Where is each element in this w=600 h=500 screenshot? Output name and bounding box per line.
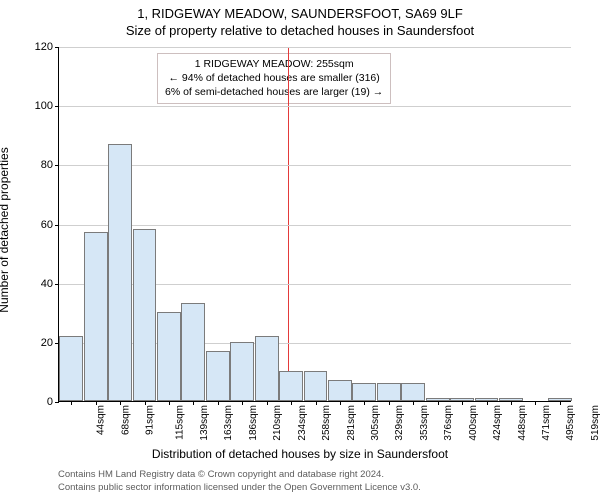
y-tick-label: 80 — [41, 159, 53, 171]
histogram-bar — [206, 351, 230, 401]
histogram-bar — [84, 232, 108, 401]
histogram-bar — [279, 371, 303, 401]
x-tick-mark — [535, 401, 536, 405]
y-tick-label: 0 — [47, 396, 53, 408]
gridline — [59, 106, 571, 107]
x-tick-mark — [316, 401, 317, 405]
x-tick-mark — [438, 401, 439, 405]
footer-attribution: Contains HM Land Registry data © Crown c… — [58, 469, 421, 494]
gridline — [59, 165, 571, 166]
x-tick-label: 424sqm — [492, 405, 503, 441]
y-tick-mark — [55, 402, 59, 403]
histogram-bar — [230, 342, 254, 401]
chart-title: Size of property relative to detached ho… — [0, 23, 600, 38]
y-tick-label: 20 — [41, 337, 53, 349]
x-tick-label: 139sqm — [199, 405, 210, 441]
x-tick-mark — [193, 401, 194, 405]
histogram-bar — [401, 383, 425, 401]
x-tick-label: 115sqm — [174, 405, 185, 440]
x-tick-mark — [487, 401, 488, 405]
x-tick-label: 471sqm — [541, 405, 552, 441]
chart-suptitle: 1, RIDGEWAY MEADOW, SAUNDERSFOOT, SA69 9… — [0, 6, 600, 21]
x-tick-label: 91sqm — [145, 405, 156, 435]
histogram-bar — [328, 380, 352, 401]
x-tick-label: 44sqm — [96, 405, 107, 435]
x-tick-mark — [364, 401, 365, 405]
figure: 1, RIDGEWAY MEADOW, SAUNDERSFOOT, SA69 9… — [0, 0, 600, 500]
x-tick-mark — [242, 401, 243, 405]
callout-line: ← 94% of detached houses are smaller (31… — [165, 71, 383, 85]
histogram-bar — [181, 303, 205, 401]
gridline — [59, 225, 571, 226]
x-tick-mark — [145, 401, 146, 405]
x-tick-mark — [120, 401, 121, 405]
gridline — [59, 47, 571, 48]
y-tick-label: 100 — [35, 100, 53, 112]
x-tick-label: 186sqm — [248, 405, 259, 441]
x-axis-label: Distribution of detached houses by size … — [0, 447, 600, 461]
histogram-bar — [255, 336, 279, 401]
reference-callout: 1 RIDGEWAY MEADOW: 255sqm ← 94% of detac… — [157, 53, 391, 104]
x-tick-mark — [511, 401, 512, 405]
footer-line: Contains HM Land Registry data © Crown c… — [58, 469, 421, 481]
plot-area: 1 RIDGEWAY MEADOW: 255sqm ← 94% of detac… — [58, 47, 571, 402]
x-tick-label: 68sqm — [120, 405, 131, 435]
footer-line: Contains public sector information licen… — [58, 482, 421, 494]
y-tick-label: 120 — [35, 41, 53, 53]
x-tick-mark — [291, 401, 292, 405]
x-tick-mark — [340, 401, 341, 405]
callout-line: 1 RIDGEWAY MEADOW: 255sqm — [165, 57, 383, 71]
histogram-bar — [133, 229, 157, 401]
y-axis-label: Number of detached properties — [0, 65, 11, 230]
y-tick-label: 40 — [41, 278, 53, 290]
histogram-bar — [352, 383, 376, 401]
x-tick-label: 448sqm — [517, 405, 528, 441]
histogram-bar — [157, 312, 181, 401]
x-tick-label: 376sqm — [443, 405, 454, 441]
callout-line: 6% of semi-detached houses are larger (1… — [165, 85, 383, 99]
x-tick-label: 329sqm — [394, 405, 405, 441]
x-tick-mark — [413, 401, 414, 405]
x-tick-mark — [71, 401, 72, 405]
x-tick-label: 163sqm — [223, 405, 234, 441]
x-tick-mark — [560, 401, 561, 405]
histogram-bar — [304, 371, 328, 401]
x-tick-mark — [462, 401, 463, 405]
histogram-bar — [108, 144, 132, 401]
histogram-bar — [59, 336, 83, 401]
x-tick-mark — [267, 401, 268, 405]
histogram-bar — [377, 383, 401, 401]
x-tick-label: 281sqm — [346, 405, 357, 441]
x-tick-label: 519sqm — [590, 405, 600, 441]
x-tick-mark — [96, 401, 97, 405]
x-tick-label: 305sqm — [370, 405, 381, 441]
x-tick-label: 258sqm — [321, 405, 332, 441]
x-tick-label: 353sqm — [419, 405, 430, 441]
x-tick-label: 234sqm — [297, 405, 308, 441]
y-tick-label: 60 — [41, 219, 53, 231]
x-tick-mark — [169, 401, 170, 405]
x-tick-label: 210sqm — [272, 405, 283, 441]
x-tick-mark — [218, 401, 219, 405]
x-tick-label: 495sqm — [565, 405, 576, 441]
x-tick-label: 400sqm — [468, 405, 479, 441]
x-tick-mark — [389, 401, 390, 405]
